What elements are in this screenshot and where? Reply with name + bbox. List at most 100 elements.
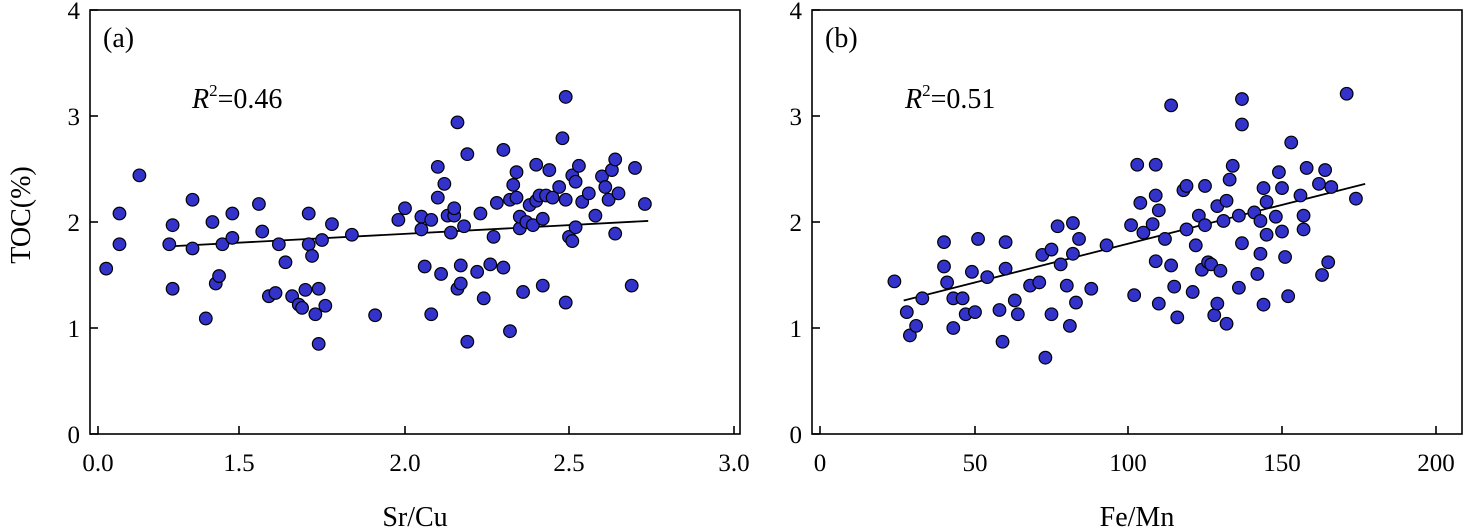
- data-point: [344, 227, 359, 242]
- data-point: [558, 295, 573, 310]
- x-tick-label: 100: [1109, 450, 1147, 477]
- data-point: [509, 165, 524, 180]
- x-tick-label: 3.0: [718, 450, 749, 477]
- trendline: [169, 220, 649, 248]
- x-tick-label: 0.0: [82, 450, 113, 477]
- data-point: [601, 192, 616, 207]
- data-point: [937, 259, 951, 274]
- data-point: [1231, 208, 1246, 223]
- trendline: [903, 182, 1366, 302]
- x-tick-label: 200: [1417, 450, 1455, 477]
- data-point: [311, 281, 326, 296]
- data-point: [535, 278, 550, 293]
- data-point: [1185, 285, 1200, 299]
- data-point: [483, 257, 498, 272]
- data-point: [1148, 254, 1163, 269]
- data-point: [1072, 232, 1086, 246]
- data-point: [542, 163, 557, 177]
- data-point: [1136, 225, 1151, 240]
- data-point: [1158, 232, 1172, 246]
- data-point: [1275, 181, 1289, 195]
- data-point: [1253, 246, 1268, 261]
- data-point: [915, 291, 930, 306]
- data-point: [437, 176, 452, 191]
- data-point: [899, 305, 914, 320]
- data-point: [268, 286, 283, 300]
- data-point: [311, 337, 326, 351]
- x-tick-label: 2.5: [553, 450, 584, 477]
- data-point: [185, 241, 200, 256]
- data-point: [1099, 238, 1114, 253]
- data-point: [165, 218, 180, 233]
- data-point: [1312, 176, 1326, 191]
- data-point: [308, 307, 323, 322]
- data-point: [565, 234, 580, 248]
- x-tick-label: 2.0: [389, 450, 420, 477]
- data-point: [1170, 310, 1185, 325]
- data-point: [225, 206, 240, 221]
- data-point: [1318, 163, 1333, 177]
- x-tick-label: 0: [814, 450, 827, 477]
- data-point: [1179, 222, 1194, 237]
- data-point: [1151, 296, 1166, 311]
- y-tick-label: 1: [790, 316, 803, 343]
- data-point: [535, 211, 550, 226]
- panel-label: (b): [825, 23, 858, 54]
- data-point: [1250, 267, 1265, 281]
- data-point: [1164, 98, 1179, 113]
- data-point: [558, 192, 573, 207]
- data-point: [1127, 288, 1142, 303]
- data-point: [624, 278, 639, 293]
- y-tick-label: 3: [790, 104, 803, 131]
- data-point: [1256, 181, 1271, 195]
- data-point: [980, 270, 995, 285]
- data-point: [424, 307, 439, 322]
- data-point: [444, 225, 458, 240]
- data-point: [1050, 219, 1065, 234]
- data-point: [526, 218, 540, 233]
- data-point: [1145, 217, 1160, 232]
- data-point: [1259, 194, 1274, 209]
- panel-b: 0 1 2 3 4 0 50 100 150 200 Fe/Mn (b) R2=0.51: [790, 0, 1463, 530]
- data-point: [1007, 293, 1022, 308]
- data-point: [568, 220, 583, 235]
- data-point: [608, 152, 623, 167]
- data-point: [558, 90, 573, 104]
- data-point: [1293, 188, 1308, 203]
- data-point: [1210, 296, 1225, 311]
- data-point: [1259, 227, 1274, 242]
- data-point: [470, 264, 485, 279]
- data-point: [1296, 208, 1311, 223]
- data-point: [611, 186, 626, 201]
- data-point: [965, 264, 979, 279]
- data-point: [198, 311, 213, 326]
- panel-label: (a): [103, 23, 134, 54]
- data-point: [1010, 307, 1025, 322]
- y-axis-label: TOC(%): [6, 166, 37, 263]
- data-point: [417, 259, 432, 274]
- data-point: [162, 237, 177, 252]
- data-point: [1281, 289, 1296, 304]
- data-point: [1225, 158, 1240, 173]
- data-point: [1130, 157, 1145, 172]
- data-point: [295, 300, 309, 315]
- data-point: [1066, 216, 1080, 230]
- data-point: [581, 186, 596, 201]
- data-point: [414, 222, 429, 237]
- data-point: [112, 206, 127, 221]
- data-point: [453, 276, 468, 291]
- data-point: [476, 291, 491, 306]
- data-point: [315, 233, 329, 247]
- data-point: [132, 168, 147, 183]
- data-point: [486, 229, 501, 244]
- data-point: [992, 303, 1007, 317]
- data-point: [1084, 281, 1099, 296]
- data-point: [937, 235, 951, 250]
- data-point: [99, 261, 114, 276]
- data-point: [325, 217, 339, 232]
- data-point: [112, 237, 127, 252]
- data-point: [1278, 250, 1292, 264]
- data-point: [1284, 135, 1299, 150]
- data-point: [453, 258, 468, 273]
- data-point: [398, 201, 412, 216]
